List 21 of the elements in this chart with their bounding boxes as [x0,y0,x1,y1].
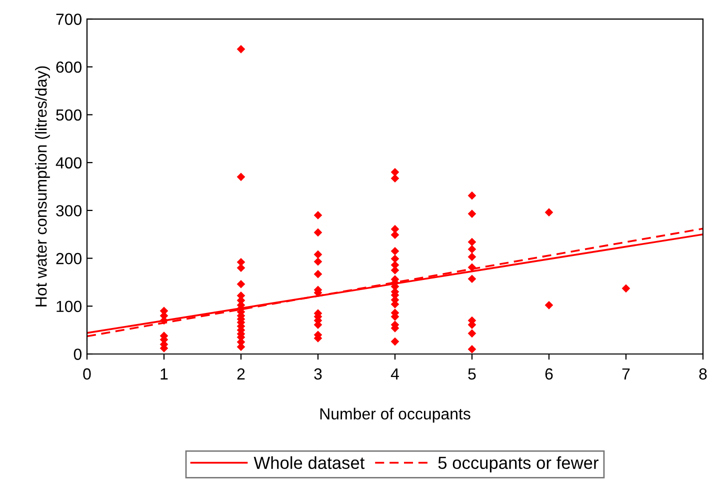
y-tick-label: 500 [56,109,82,121]
x-tick-label: 4 [390,368,399,380]
x-axis-title: Number of occupants [320,408,470,423]
x-tick-label: 6 [545,368,553,380]
y-tick-label: 300 [56,205,82,216]
y-tick-label: 600 [56,62,82,73]
y-tick-label: 100 [56,300,82,312]
y-tick-label: 0 [74,348,82,360]
x-tick-label: 3 [314,368,322,380]
y-tick-label: 400 [56,157,82,169]
legend-label: Whole dataset [254,456,365,469]
x-tick-label: 7 [622,368,630,380]
x-tick-label: 2 [237,368,245,380]
y-tick-label: 700 [56,14,82,25]
x-tick-label: 1 [160,368,168,380]
x-tick-label: 0 [83,368,91,380]
x-tick-label: 5 [468,368,476,380]
legend-label: 5 occupants or fewer [438,456,598,472]
y-tick-label: 200 [56,252,82,264]
y-axis-title: Hot water consumption (litres/day) [35,66,50,306]
x-tick-label: 8 [699,368,707,380]
